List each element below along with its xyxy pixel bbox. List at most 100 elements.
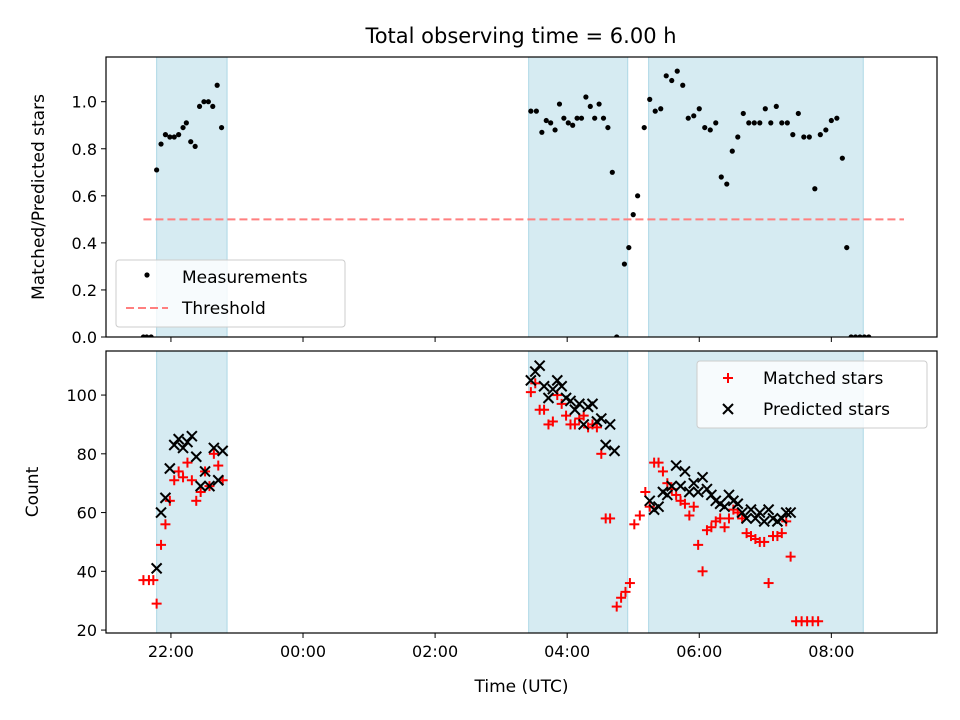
measurement-point [144,334,150,337]
matched-stars-point [151,598,162,609]
measurement-point [578,115,585,121]
top-axes-frame [105,56,938,338]
predicted-stars-point [538,380,550,392]
matched-stars-point [173,466,184,477]
matched-stars-point [547,416,558,427]
matched-stars-point [715,513,726,524]
legend-predicted-marker [722,403,734,415]
predicted-stars-point [547,383,559,395]
matched-stars-point [684,510,695,521]
matched-stars-point [561,410,572,421]
predicted-stars-point [573,398,585,410]
predicted-stars-point [758,515,770,528]
measurement-point [192,143,198,150]
predicted-stars-point [181,436,194,448]
x-tick-label: 00:00 [280,642,326,661]
matched-stars-point [169,475,180,486]
predicted-stars-point [683,486,696,498]
predicted-stars-point [595,412,608,425]
predicted-stars-point [762,503,775,516]
predicted-stars-point [696,471,709,484]
measurement-point [214,82,220,88]
y-tick-label: 0.8 [72,140,97,159]
matched-stars-point [156,539,167,550]
legend-label: Measurements [182,268,308,288]
predicted-stars-point [723,489,735,501]
predicted-stars-point [661,489,674,501]
measurement-point [154,167,160,173]
matched-stars-point [688,501,699,512]
measurement-point [565,120,571,126]
matched-stars-point [525,387,536,398]
matched-stars-point [539,404,550,415]
measurement-point [539,129,545,135]
predicted-stars-point [674,480,687,492]
matched-stars-point [178,472,189,483]
measurement-point [205,99,211,105]
measurement-point [548,120,554,126]
measurement-point [533,108,539,114]
predicted-stars-point [599,439,612,451]
y-tick-label: 0.4 [72,234,97,253]
bottom-axes-frame [105,350,938,634]
measurement-point [609,169,615,175]
matched-stars-point [191,495,202,506]
predicted-stars-point [652,500,665,513]
matched-stars-point [148,575,159,586]
y-tick-label: 0.2 [72,281,97,300]
measurement-point [852,334,859,337]
predicted-stars-point [718,500,731,513]
predicted-stars-point [177,442,189,454]
predicted-stars-point [705,489,718,501]
x-tick-label: 06:00 [676,642,722,661]
measurement-point [861,334,867,337]
measurement-point [823,127,829,133]
predicted-stars-point [604,418,616,431]
measurement-point [528,108,534,114]
predicted-stars-point [736,506,748,519]
predicted-stars-point [551,374,563,387]
measurement-point [148,334,154,337]
observing-window-band [528,57,629,337]
matched-stars-point [620,586,631,597]
matched-stars-point [160,519,171,530]
matched-stars-point [679,498,690,509]
predicted-stars-point [186,430,198,442]
observing-window-band [156,351,228,633]
measurement-point [561,115,567,121]
predicted-stars-point [784,506,797,519]
measurement-point [552,127,558,133]
x-tick-label: 04:00 [544,642,590,661]
legend-matched-marker [723,373,733,383]
matched-stars-point [719,522,730,533]
predicted-stars-point [666,480,678,492]
observing-window-band [648,57,864,337]
predicted-stars-point [150,562,163,575]
measurement-point [806,134,812,140]
predicted-stars-point [216,445,229,457]
measurement-point [746,120,752,126]
matched-stars-point [530,378,541,389]
predicted-stars-point [194,480,207,492]
measurement-point [757,120,763,126]
measurement-point [614,334,620,337]
x-axis-label: Time (UTC) [474,677,569,697]
matched-stars-point [723,513,734,524]
measurement-point [751,120,757,126]
matched-stars-point [813,616,824,627]
measurement-point [647,96,653,102]
measurement-point [167,134,173,140]
measurement-point [848,334,854,337]
measurement-point [674,68,680,74]
predicted-stars-point [212,474,224,486]
x-tick-label: 02:00 [412,642,458,661]
measurement-point [795,110,801,117]
predicted-stars-point [555,380,568,392]
measurement-point [735,134,741,140]
predicted-stars-point [529,365,541,378]
matched-stars-point [605,513,616,524]
measurement-point [188,139,194,145]
measurement-point [635,193,641,199]
matched-stars-point [693,539,704,550]
measurement-point [180,124,186,131]
